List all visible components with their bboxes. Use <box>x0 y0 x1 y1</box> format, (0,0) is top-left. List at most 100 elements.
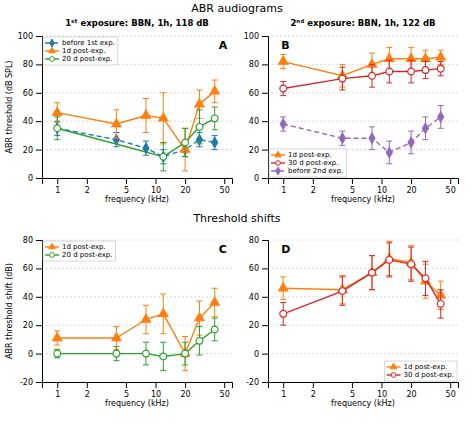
grid-line <box>268 240 458 241</box>
legend-item: before 1st exp. <box>45 39 115 47</box>
legend-label: 1d post-exp. <box>62 47 106 55</box>
x-tick-label: 5 <box>124 390 129 399</box>
y-tick: 40 <box>249 117 268 126</box>
x-tick-mark <box>313 178 314 184</box>
legend-label: 20 d post-exp. <box>62 55 112 63</box>
legend-box <box>43 241 115 261</box>
legend-label: before 2nd exp. <box>288 167 343 175</box>
grid-line <box>268 121 458 122</box>
x-tick: 20 <box>181 382 191 399</box>
legend-item: 20 d post-exp. <box>45 55 112 63</box>
error-bar <box>212 135 218 149</box>
title: Threshold shifts <box>192 212 280 225</box>
x-tick-label: 2 <box>311 390 316 399</box>
line <box>283 57 440 75</box>
x-tick-mark <box>411 382 412 388</box>
y-tick-label: 20 <box>249 146 259 155</box>
y-tick: 80 <box>23 236 42 245</box>
marker <box>195 99 204 107</box>
legend-label: 30 d post-exp. <box>288 159 338 167</box>
x-tick: 2 <box>311 382 316 399</box>
marker <box>369 269 376 276</box>
marker <box>280 310 287 317</box>
marker <box>280 119 286 129</box>
x-tick-label: 1 <box>55 390 60 399</box>
y-tick: -20 <box>20 378 42 387</box>
x-axis: 125102050 <box>269 382 459 399</box>
y-tick-mark <box>262 268 268 269</box>
x-tick: 5 <box>350 382 355 399</box>
legend-symbol <box>390 363 396 369</box>
grid-line <box>268 325 458 326</box>
y-tick: 100 <box>244 32 268 41</box>
line <box>57 302 214 353</box>
legend-item: 30 d post-exp. <box>271 159 338 167</box>
series <box>54 107 218 171</box>
marker <box>211 326 218 333</box>
x-tick: 50 <box>220 382 230 399</box>
marker <box>54 350 61 357</box>
legend-symbol <box>50 253 55 258</box>
marker <box>212 137 218 147</box>
y-tick-label: 60 <box>23 89 33 98</box>
y-tick-label: 40 <box>23 293 33 302</box>
x-tick-label: 10 <box>377 390 387 399</box>
x-tick: 1 <box>55 178 60 195</box>
error-bar <box>386 60 392 83</box>
legend-box <box>269 149 346 177</box>
plot-area <box>53 288 220 370</box>
x-tick: 2 <box>85 382 90 399</box>
series <box>53 288 220 370</box>
legend-item: before 2nd exp. <box>271 167 343 175</box>
marker <box>210 86 219 94</box>
y-tick-label: 80 <box>249 236 259 245</box>
x-tick-mark <box>57 178 58 184</box>
error-bar <box>160 143 166 171</box>
legend-label: 1d post-exp. <box>62 243 106 251</box>
y-axis: 020406080100 <box>244 32 269 183</box>
x-tick: 1 <box>55 382 60 399</box>
series <box>279 47 446 87</box>
y-tick-mark <box>36 354 42 355</box>
y-tick: 40 <box>23 293 42 302</box>
error-bar <box>182 342 188 365</box>
marker <box>423 123 429 133</box>
figure: 125102050020406080100frequency (kHz)ABR … <box>0 0 474 434</box>
x-tick-label: 1 <box>281 390 286 399</box>
marker <box>112 119 121 127</box>
x-axis-line <box>43 179 233 185</box>
legend-label: 1d post-exp. <box>404 363 448 371</box>
marker <box>195 313 204 321</box>
legend-item: 1d post-exp. <box>387 363 448 371</box>
grid <box>42 36 232 178</box>
x-tick-label: 2 <box>85 186 90 195</box>
line <box>283 258 440 295</box>
y-tick-label: -20 <box>20 378 33 387</box>
x-tick-label: 5 <box>350 186 355 195</box>
x-axis: 125102050 <box>43 382 233 399</box>
x-tick: 5 <box>124 382 129 399</box>
error-bar <box>408 131 414 154</box>
error-bar <box>280 302 286 325</box>
marker <box>143 350 150 357</box>
error-bar <box>422 261 428 295</box>
subtitle: 1ˢᵗ exposure: BBN, 1h, 118 dB <box>65 18 209 28</box>
x-axis: 125102050 <box>43 178 233 195</box>
x-tick: 50 <box>446 382 456 399</box>
marker <box>408 68 415 75</box>
x-tick-label: 10 <box>151 186 161 195</box>
error-bar <box>369 64 375 87</box>
y-tick: -20 <box>246 378 268 387</box>
legend-label: before 1st exp. <box>62 39 115 47</box>
y-tick-label: 0 <box>254 350 259 359</box>
y-tick: 40 <box>23 117 42 126</box>
y-axis-line <box>36 241 43 383</box>
legend: 1d post-exp.30 d post-exp. <box>385 361 457 381</box>
grid-line <box>42 36 232 37</box>
x-tick-label: 50 <box>220 186 230 195</box>
grid-line <box>268 36 458 37</box>
error-bar <box>212 318 218 341</box>
x-tick-mark <box>224 178 225 184</box>
marker <box>54 123 60 133</box>
y-tick-label: 100 <box>18 32 33 41</box>
